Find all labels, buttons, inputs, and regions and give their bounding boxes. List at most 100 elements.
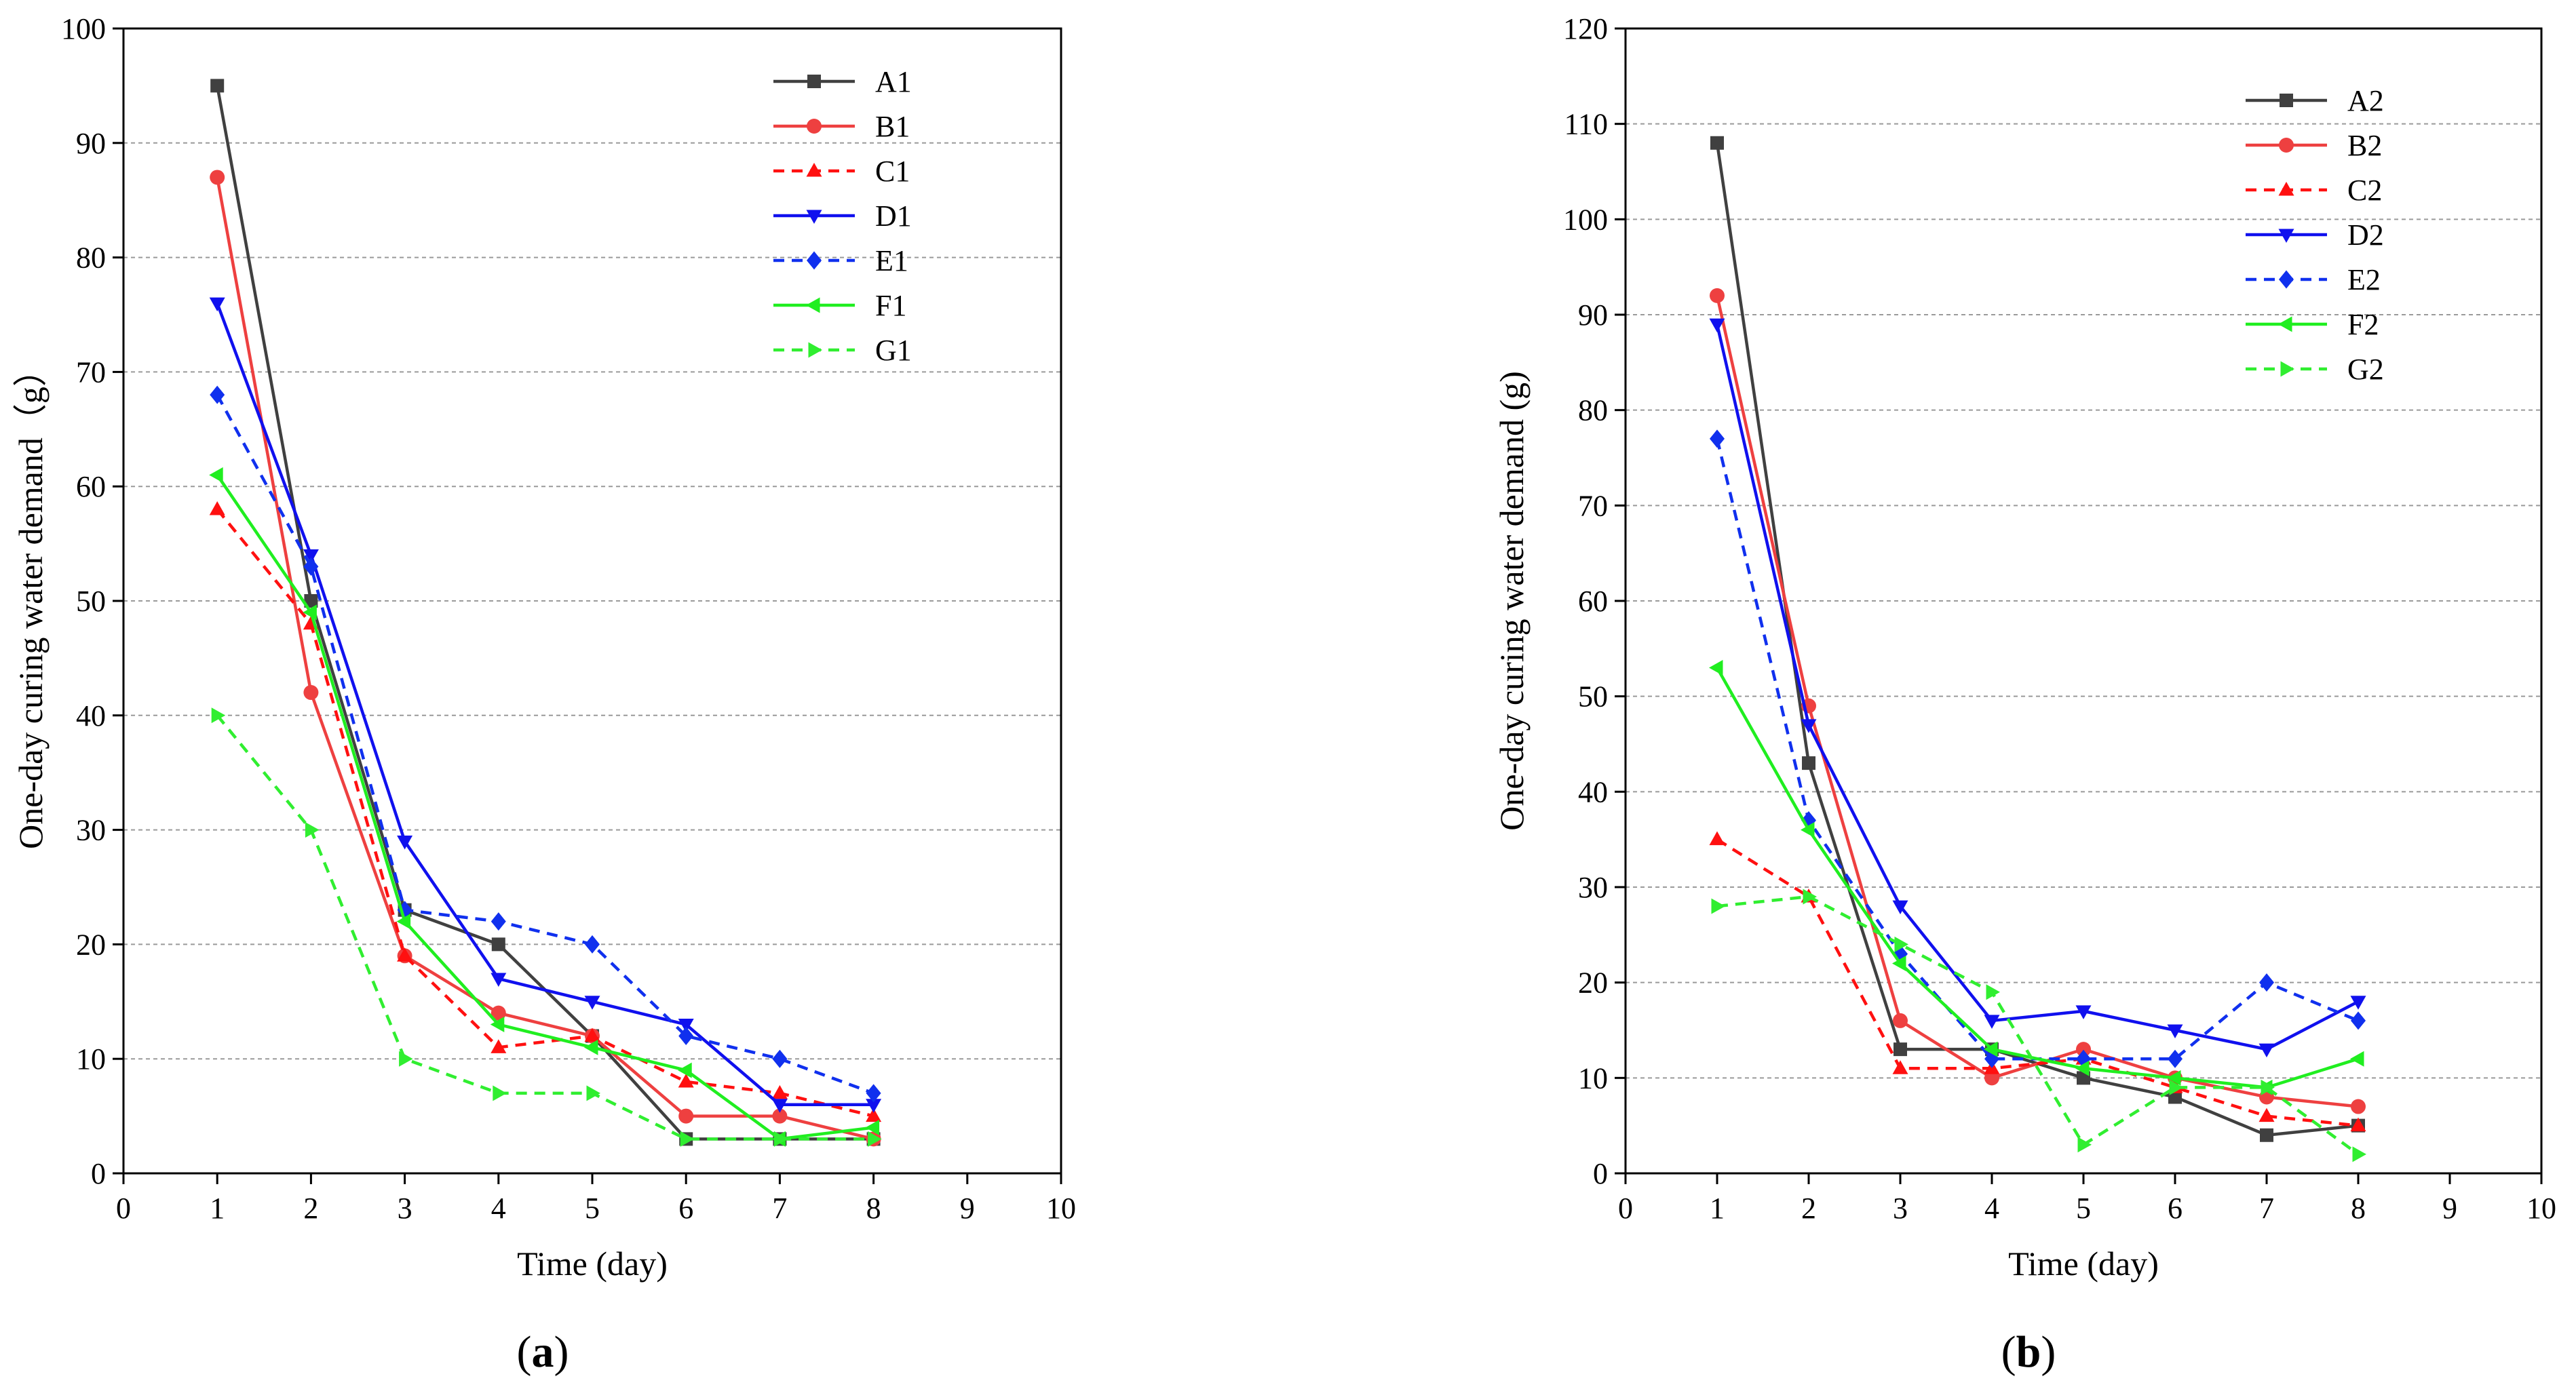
- chart-panel-b: 0 10 20 30 40 50 60 70 80 90 100 110 120 0 1 2 3 4 5 6 7 8 9 10…: [1493, 12, 2556, 1283]
- legend-a: A1 B1 C1 D1 E1 F1 G1: [773, 65, 912, 367]
- x-tick-label-a-3: 3: [398, 1192, 412, 1225]
- x-tick-label-a-7: 7: [772, 1192, 787, 1225]
- data-point-C1-5: [584, 1028, 600, 1042]
- data-point-C2-8: [2350, 1117, 2366, 1132]
- x-tick-label-a-2: 2: [303, 1192, 318, 1225]
- x-tick-label-b-1: 1: [1710, 1192, 1725, 1225]
- data-point-F2-8: [2350, 1051, 2364, 1067]
- legend-b: A2 B2 C2 D2 E2 F2 G2: [2246, 84, 2384, 386]
- chart-panel-a: 0 10 20 30 40 50 60 70 80 90 100 0 1 2 3 4 5 6 7 8 9 10 Time (…: [12, 12, 1076, 1283]
- series-D2: [1709, 318, 2366, 1058]
- data-point-E1-5: [585, 935, 600, 954]
- series-line-E2: [1715, 438, 2359, 1061]
- data-point-A1-4: [491, 937, 505, 952]
- data-point-D2-8: [2350, 996, 2366, 1010]
- data-point-A2-2: [1802, 756, 1815, 770]
- y-tick-label-a-4: 40: [76, 699, 106, 732]
- data-point-A1-1: [210, 79, 225, 93]
- x-tick-label-a-6: 6: [678, 1192, 693, 1225]
- y-tick-label-b-11: 110: [1564, 108, 1608, 141]
- legend-marker-D1: [806, 210, 822, 224]
- legend-label-B2: B2: [2347, 129, 2382, 162]
- data-point-G1-8: [868, 1131, 882, 1147]
- legend-marker-G2: [2280, 361, 2294, 377]
- y-tick-label-a-6: 60: [76, 470, 106, 503]
- y-tick-label-b-12: 120: [1563, 12, 1608, 45]
- legend-marker-A1: [807, 75, 821, 88]
- legend-marker-E1: [807, 251, 822, 270]
- data-point-D2-2: [1801, 719, 1817, 733]
- y-tick-label-a-7: 70: [76, 355, 106, 389]
- legend-label-D2: D2: [2347, 218, 2384, 252]
- series-line-G2: [1716, 895, 2360, 1156]
- y-tick-label-a-5: 50: [76, 585, 106, 618]
- data-point-G1-7: [773, 1131, 788, 1147]
- y-tick-label-a-10: 100: [61, 12, 106, 45]
- data-point-F2-4: [1984, 1041, 1998, 1057]
- y-tick-label-b-4: 40: [1578, 775, 1608, 808]
- data-point-D2-6: [2167, 1024, 2183, 1038]
- y-tick-label-a-8: 80: [76, 241, 106, 275]
- y-tick-label-b-1: 10: [1578, 1061, 1608, 1095]
- data-point-D1-4: [491, 973, 507, 987]
- data-point-F2-3: [1892, 956, 1906, 972]
- data-point-B1-4: [491, 1005, 506, 1021]
- data-point-F1-6: [678, 1062, 692, 1078]
- legend-marker-A2: [2280, 94, 2293, 107]
- legend-label-G2: G2: [2347, 353, 2384, 386]
- legend-marker-B2: [2279, 138, 2294, 153]
- y-tick-label-b-8: 80: [1578, 394, 1608, 427]
- data-point-B2-4: [1984, 1070, 1999, 1086]
- y-axis-title-b: One-day curing water demand (g): [1493, 371, 1531, 831]
- x-tick-label-b-9: 9: [2442, 1192, 2457, 1225]
- y-tick-label-b-7: 70: [1578, 489, 1608, 522]
- data-point-E1-4: [491, 912, 506, 931]
- data-point-E1-6: [678, 1026, 694, 1045]
- x-tick-label-a-1: 1: [210, 1192, 225, 1225]
- data-point-D1-3: [397, 835, 413, 850]
- legend-label-A1: A1: [875, 65, 912, 98]
- legend-marker-B1: [807, 119, 822, 134]
- legend-label-E2: E2: [2347, 263, 2381, 296]
- legend-label-G1: G1: [875, 334, 912, 367]
- data-point-B2-3: [1893, 1013, 1908, 1028]
- series-line-G1: [216, 714, 874, 1141]
- data-point-B2-1: [1710, 288, 1725, 303]
- y-tick-label-a-1: 10: [76, 1042, 106, 1076]
- x-tick-label-b-0: 0: [1618, 1192, 1633, 1225]
- data-point-D1-2: [303, 549, 319, 564]
- y-tick-label-a-9: 90: [76, 127, 106, 160]
- x-tick-label-a-0: 0: [116, 1192, 131, 1225]
- data-point-A2-7: [2260, 1128, 2273, 1142]
- data-point-E2-1: [1710, 429, 1725, 448]
- data-point-F1-8: [865, 1119, 880, 1135]
- series-G1: [211, 707, 882, 1147]
- data-point-G1-2: [305, 822, 320, 838]
- data-point-F1-3: [396, 914, 411, 930]
- series-line-E1: [216, 394, 874, 1095]
- data-point-C1-1: [209, 501, 225, 515]
- data-point-E1-2: [303, 557, 319, 576]
- series-F1: [209, 467, 880, 1147]
- series-line-D2: [1715, 324, 2360, 1051]
- data-point-G1-6: [680, 1131, 695, 1147]
- data-point-G2-1: [1711, 898, 1725, 914]
- data-point-D2-3: [1892, 900, 1908, 915]
- legend-label-C1: C1: [875, 155, 910, 188]
- data-point-G2-7: [2261, 1079, 2275, 1095]
- data-point-B2-8: [2351, 1099, 2366, 1114]
- legend-marker-F2: [2278, 316, 2292, 332]
- data-point-C1-8: [866, 1108, 882, 1122]
- y-tick-label-a-3: 30: [76, 814, 106, 847]
- legend-label-F2: F2: [2347, 308, 2379, 341]
- series-E1: [210, 385, 881, 1103]
- data-point-F1-1: [209, 467, 223, 483]
- x-tick-label-b-10: 10: [2526, 1192, 2556, 1225]
- data-point-F2-5: [2075, 1060, 2090, 1076]
- data-point-C1-7: [771, 1084, 788, 1099]
- series-D1: [209, 297, 882, 1113]
- y-tick-label-b-5: 50: [1578, 680, 1608, 713]
- x-axis-title-a: Time (day): [517, 1245, 668, 1283]
- x-tick-label-b-3: 3: [1893, 1192, 1908, 1225]
- series-B1: [210, 170, 881, 1147]
